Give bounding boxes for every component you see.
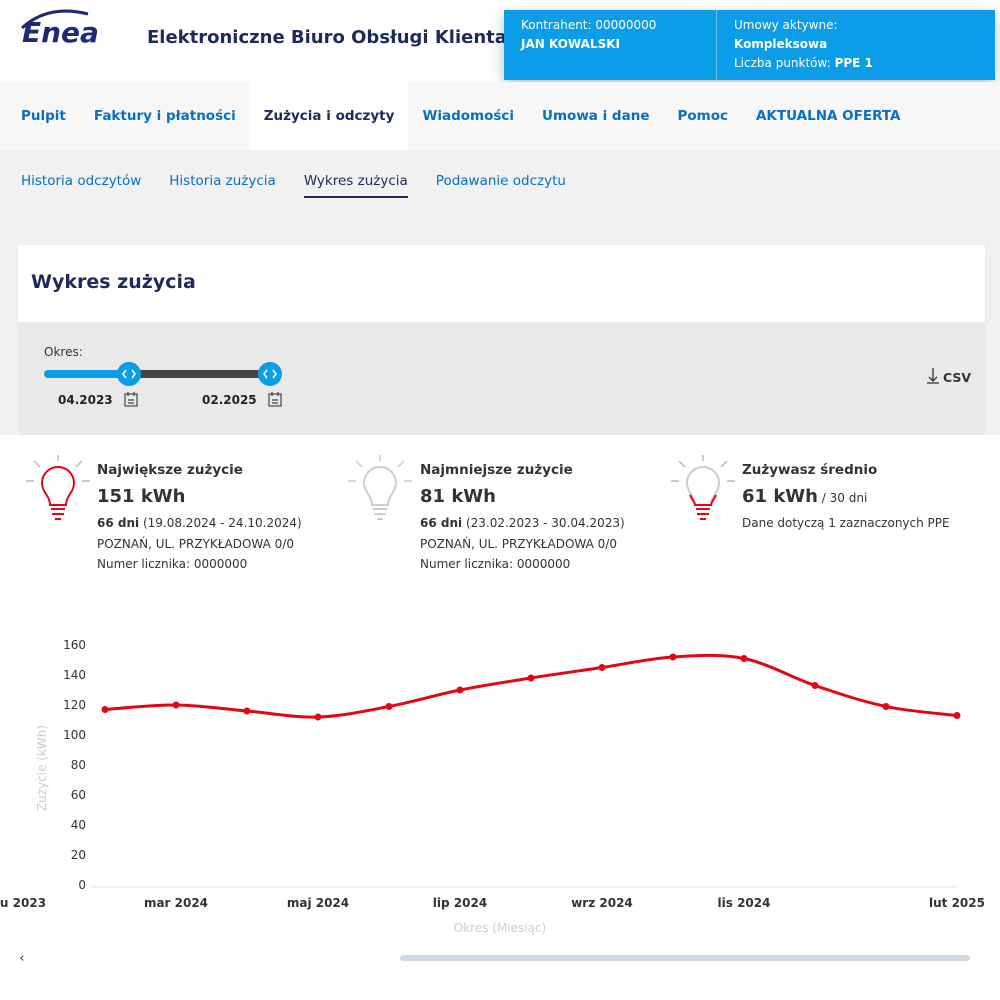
nav-item[interactable]: Podawanie odczytu — [435, 173, 566, 189]
x-tick-label: lut 2025 — [929, 896, 985, 910]
x-tick-label: mar 2024 — [144, 896, 208, 910]
contractor: Kontrahent: 00000000 — [521, 18, 657, 32]
nav-item[interactable]: Zużycia i odczyty — [249, 82, 409, 150]
y-tick-label: 40 — [71, 818, 86, 832]
divider — [716, 10, 717, 80]
data-point — [598, 664, 606, 671]
bulb-icon — [348, 455, 412, 520]
card — [18, 245, 985, 322]
stat-title: Największe zużycie — [97, 462, 243, 478]
data-point — [314, 713, 322, 721]
x-axis-title: Okres (Miesiąc) — [454, 921, 546, 935]
stat-title: Najmniejsze zużycie — [420, 462, 573, 478]
download-icon[interactable] — [926, 367, 940, 385]
data-point — [882, 703, 890, 710]
period-from[interactable]: 04.2023 — [58, 393, 113, 407]
data-point — [740, 655, 748, 662]
y-axis-title: Zużycie (kWh) — [35, 725, 49, 811]
x-tick-label: lis 2024 — [718, 896, 771, 910]
nav-item[interactable]: Wiadomości — [422, 108, 515, 124]
data-point — [456, 686, 464, 694]
y-tick-label: 80 — [71, 758, 86, 772]
stat-range: (23.02.2023 - 30.04.2023) — [465, 516, 625, 530]
nav-item[interactable]: Umowa i dane — [542, 108, 650, 124]
bulb-icon — [671, 455, 735, 520]
stat-value: 61 kWh — [742, 486, 818, 507]
nav-item[interactable]: Pomoc — [677, 108, 728, 124]
stat-range: (19.08.2024 - 24.10.2024) — [142, 516, 302, 530]
bulb-icon — [26, 455, 90, 520]
data-point — [669, 653, 677, 661]
data-point — [527, 674, 535, 682]
stat-unit: / 30 dni — [821, 491, 868, 505]
stat-meter: Numer licznika: 0000000 — [97, 557, 248, 571]
stat-days: 66 dni — [420, 516, 463, 530]
nav-item[interactable]: Pulpit — [21, 108, 66, 124]
nav-item[interactable]: Wykres zużycia — [303, 150, 408, 198]
stat-min: Najmniejsze zużycie 81 kWh 66 dni (23.02… — [420, 462, 625, 571]
handle[interactable] — [258, 362, 282, 386]
usage-line — [104, 653, 958, 719]
y-tick-label: 0 — [78, 878, 86, 892]
stat-days: 66 dni — [97, 516, 140, 530]
stat-avg: Zużywasz średnio 61 kWh / 30 dni Dane do… — [742, 462, 950, 530]
nav-item[interactable]: Historia zużycia — [169, 173, 276, 189]
account-box: Kontrahent: 00000000 JAN KOWALSKI Umowy … — [504, 10, 995, 80]
stat-max: Największe zużycie 151 kWh 66 dni (19.08… — [97, 462, 302, 571]
stat-note: Dane dotyczą 1 zaznaczonych PPE — [742, 516, 950, 530]
nav-item[interactable]: AKTUALNA OFERTA — [755, 108, 901, 124]
stat-address: POZNAŃ, UL. PRZYKŁADOWA 0/0 — [420, 537, 617, 551]
period-to[interactable]: 02.2025 — [202, 393, 257, 407]
stat-icons — [26, 455, 735, 520]
contract: Kompleksowa — [734, 37, 828, 51]
data-point — [811, 682, 819, 689]
stat-meter: Numer licznika: 0000000 — [420, 557, 571, 571]
filter-panel — [18, 322, 985, 435]
x-tick-label: ru 2023 — [0, 896, 46, 910]
stat-title: Zużywasz średnio — [742, 462, 878, 478]
points: PPE 1 — [834, 56, 873, 70]
period-label: Okres: — [44, 345, 83, 359]
x-tick-label: wrz 2024 — [571, 896, 633, 910]
y-tick-label: 140 — [63, 668, 86, 682]
y-tick-label: 60 — [71, 788, 86, 802]
contracts-label: Umowy aktywne: — [734, 18, 838, 32]
data-point — [101, 706, 109, 713]
csv-export[interactable]: CSV — [943, 370, 972, 385]
sub-nav: Historia odczytów Historia zużycia Wykres … — [0, 150, 1000, 210]
customer-name: JAN KOWALSKI — [521, 37, 620, 51]
period-slider[interactable] — [0, 355, 300, 415]
x-tick-label: lip 2024 — [433, 896, 487, 910]
site-title: Elektroniczne Biuro Obsługi Klienta — [147, 27, 507, 48]
scrollbar[interactable] — [400, 955, 970, 961]
y-tick-label: 20 — [71, 848, 86, 862]
y-tick-label: 100 — [63, 728, 86, 742]
data-point — [385, 703, 393, 710]
stat-address: POZNAŃ, UL. PRZYKŁADOWA 0/0 — [97, 537, 294, 551]
data-point — [172, 701, 180, 709]
logo[interactable]: Enea — [22, 16, 99, 49]
y-tick-label: 160 — [63, 638, 86, 652]
stat-value: 81 kWh — [420, 486, 496, 507]
main-nav: Pulpit Faktury i płatności Zużycia i odczy… — [0, 82, 1000, 150]
x-tick-label: maj 2024 — [287, 896, 349, 910]
points-row: Liczba punktów: PPE 1 — [734, 56, 873, 70]
data-point — [243, 707, 251, 715]
points-label: Liczba punktów: — [734, 56, 831, 70]
card-title: Wykres zużycia — [31, 271, 196, 293]
nav-item[interactable]: Historia odczytów — [21, 173, 142, 189]
data-point — [953, 712, 961, 719]
stat-value: 151 kWh — [97, 486, 186, 507]
y-tick-label: 120 — [63, 698, 86, 712]
nav-item[interactable]: Faktury i płatności — [93, 108, 236, 124]
logo-swoosh — [20, 9, 89, 30]
scroll-left[interactable]: ‹ — [19, 951, 24, 966]
handle[interactable] — [117, 362, 141, 386]
